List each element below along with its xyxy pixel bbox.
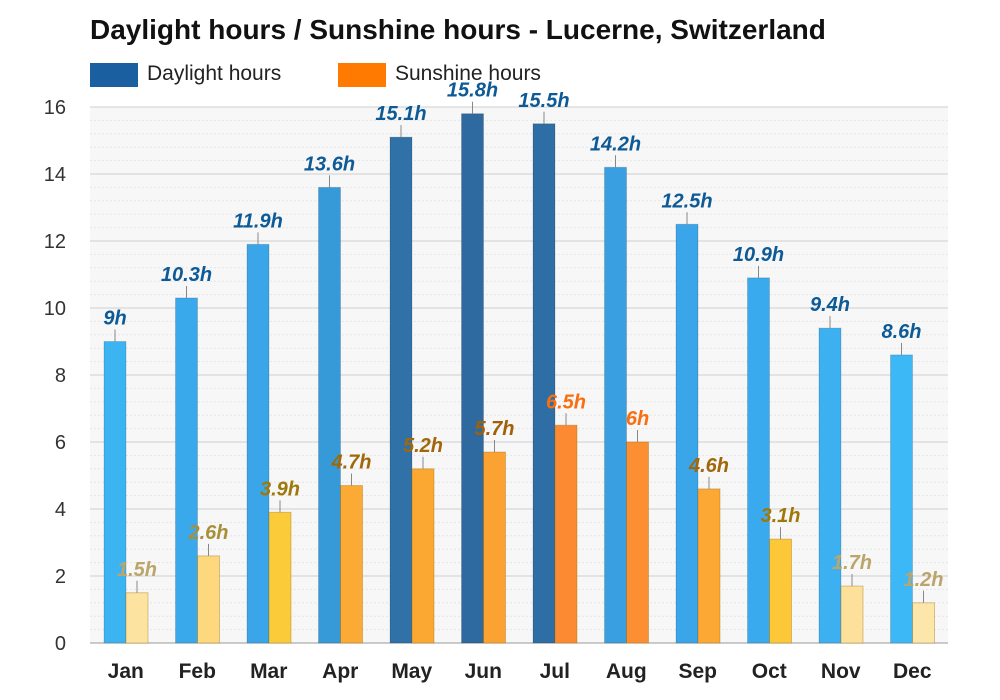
sunshine-data-label: 6.5h <box>546 391 586 413</box>
sunshine-bar <box>411 468 435 644</box>
y-tick-label: 14 <box>44 164 66 186</box>
y-tick-label: 6 <box>55 432 66 454</box>
sunshine-data-label: 1.7h <box>832 552 872 574</box>
daylight-bar <box>604 166 627 644</box>
daylight-bar <box>747 277 770 644</box>
sunshine-data-label: 1.2h <box>903 569 943 591</box>
daylight-bar <box>532 123 556 644</box>
sunshine-data-label: 4.6h <box>688 455 729 477</box>
sunshine-bar <box>840 585 864 644</box>
chart-title: Daylight hours / Sunshine hours - Lucern… <box>90 14 826 45</box>
y-tick-label: 4 <box>55 499 66 521</box>
sunshine-bar <box>197 555 220 644</box>
x-category-label: Dec <box>893 660 932 683</box>
daylight-bar <box>318 186 341 644</box>
sunshine-bar <box>268 511 292 644</box>
y-tick-label: 2 <box>55 566 66 588</box>
daylight-bar <box>890 354 913 644</box>
x-category-label: Nov <box>821 660 861 683</box>
x-category-label: Sep <box>678 660 717 683</box>
daylight-bar <box>103 341 127 644</box>
sunshine-data-label: 5.2h <box>403 435 443 457</box>
y-tick-label: 12 <box>44 231 66 253</box>
daylight-data-label: 9.4h <box>810 294 850 316</box>
sunshine-bar <box>769 538 792 644</box>
daylight-bar <box>818 327 842 644</box>
sunshine-bar <box>483 451 506 644</box>
daylight-data-label: 15.1h <box>375 103 426 125</box>
legend-swatch-daylight <box>90 63 138 87</box>
daylight-data-label: 12.5h <box>661 190 712 212</box>
legend-swatch-sunshine <box>338 63 386 87</box>
legend-label-sunshine: Sunshine hours <box>395 62 541 85</box>
y-tick-label: 16 <box>44 97 66 119</box>
sunshine-bar <box>626 441 649 644</box>
daylight-data-label: 9h <box>103 308 126 330</box>
sunshine-data-label: 3.1h <box>760 505 800 527</box>
x-category-label: Mar <box>250 660 287 683</box>
daylight-bar <box>389 136 413 644</box>
sunshine-data-label: 2.6h <box>187 522 228 544</box>
sunshine-data-label: 6h <box>626 408 649 430</box>
x-category-label: Apr <box>322 660 358 683</box>
sunshine-bar <box>125 592 149 644</box>
daylight-bar <box>675 223 699 644</box>
daylight-bar <box>175 297 198 644</box>
daylight-data-label: 15.5h <box>518 90 569 112</box>
x-category-label: Jul <box>540 660 570 683</box>
x-category-label: Oct <box>752 660 787 683</box>
daylight-data-label: 10.9h <box>733 244 784 266</box>
daylight-data-label: 11.9h <box>233 210 283 232</box>
x-category-label: Aug <box>606 660 647 683</box>
x-category-label: Jan <box>108 660 144 683</box>
y-tick-label: 10 <box>44 298 66 320</box>
daylight-bar <box>246 243 270 644</box>
y-tick-label: 8 <box>55 365 66 387</box>
daylight-data-label: 13.6h <box>304 153 355 175</box>
daylight-data-label: 15.8h <box>447 80 498 102</box>
daylight-data-label: 8.6h <box>881 321 921 343</box>
sunshine-data-label: 5.7h <box>474 418 514 440</box>
sunshine-data-label: 4.7h <box>330 452 371 474</box>
sunshine-bar <box>340 485 363 644</box>
x-category-label: Feb <box>179 660 216 683</box>
y-tick-label: 0 <box>55 633 66 655</box>
sunshine-bar <box>697 488 721 644</box>
daylight-bar <box>461 113 484 644</box>
daylight-data-label: 10.3h <box>161 264 212 286</box>
sunshine-data-label: 1.5h <box>117 559 157 581</box>
x-category-label: May <box>391 660 432 683</box>
sunshine-bar <box>554 424 578 644</box>
legend-label-daylight: Daylight hours <box>147 62 282 85</box>
x-category-label: Jun <box>465 660 502 683</box>
daylight-data-label: 14.2h <box>590 133 641 155</box>
sunshine-bar <box>912 602 935 644</box>
sunshine-data-label: 3.9h <box>260 478 300 500</box>
